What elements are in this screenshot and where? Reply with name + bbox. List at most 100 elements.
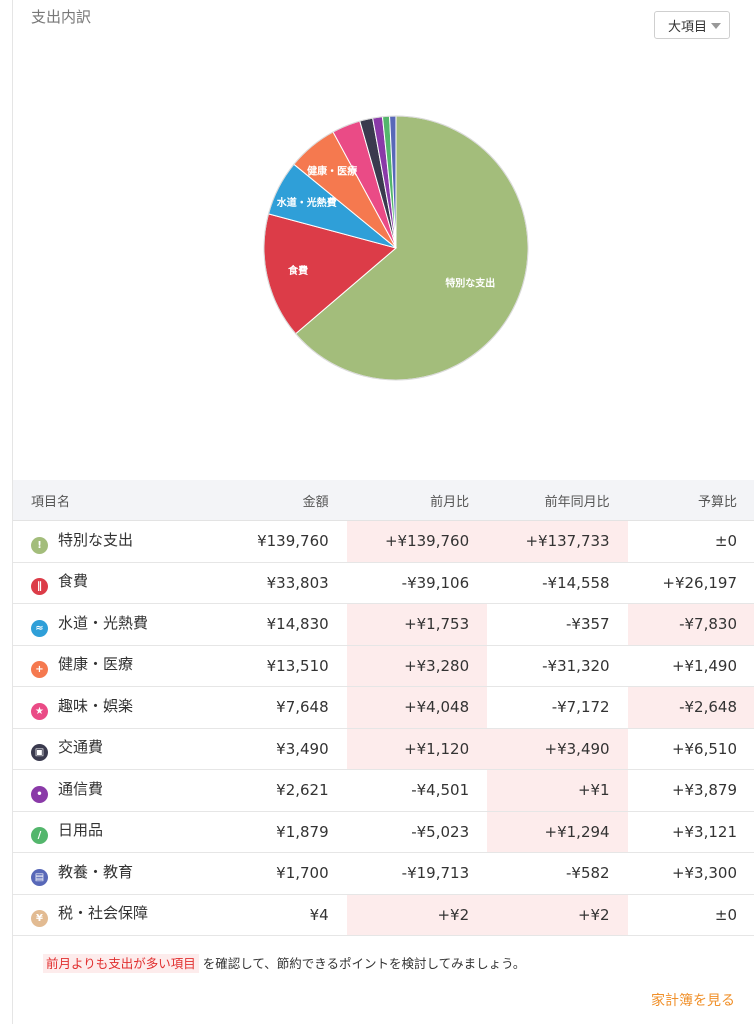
budget-cell: +¥6,510 (627, 728, 754, 770)
category-name-cell: ▤ 教養・教育 (13, 852, 224, 895)
pie-slice-label: 水道・光熱費 (276, 196, 337, 209)
category-level-value: 大項目 (668, 19, 708, 35)
prev-month-cell: +¥4,048 (346, 686, 488, 729)
budget-cell: ±0 (627, 894, 754, 936)
category-name: 教養・教育 (58, 862, 134, 881)
budget-cell: ±0 (627, 520, 754, 563)
column-header-prev-year[interactable]: 前年同月比 (487, 480, 628, 521)
prev-year-cell: +¥3,490 (487, 728, 628, 770)
category-name: 健康・医療 (58, 655, 134, 674)
expense-breakdown-panel: 支出内訳 大項目 特別な支出 食費 水道・光熱費 健康・医療 項目名 金額 前月比 前… (12, 0, 754, 1024)
category-name: 通信費 (58, 779, 104, 798)
column-header-name[interactable]: 項目名 (13, 480, 224, 521)
table-header-row: 項目名 金額 前月比 前年同月比 予算比 (13, 480, 754, 521)
saving-tip: 前月よりも支出が多い項目 を確認して、節約できるポイントを検討してみましょう。 (43, 953, 526, 973)
column-header-prev-month[interactable]: 前月比 (346, 480, 488, 521)
medical-cross-icon: + (31, 661, 48, 679)
amount-cell: ¥139,760 (223, 520, 347, 563)
amount-cell: ¥2,621 (223, 769, 347, 812)
budget-cell: -¥2,648 (627, 686, 754, 729)
table-row[interactable]: ≈ 水道・光熱費 ¥14,830 +¥1,753 -¥357 -¥7,830 (13, 603, 754, 646)
prev-year-cell: -¥7,172 (487, 686, 628, 729)
amount-cell: ¥1,879 (223, 811, 347, 853)
category-name-cell: ★ 趣味・娯楽 (13, 686, 224, 729)
prev-year-cell: -¥357 (487, 603, 628, 646)
pie-slice-label: 食費 (287, 264, 308, 277)
category-name: 食費 (58, 572, 89, 591)
prev-year-cell: -¥582 (487, 852, 628, 895)
table-row[interactable]: ¥ 税・社会保障 ¥4 +¥2 +¥2 ±0 (13, 894, 754, 936)
category-name: 税・社会保障 (58, 904, 149, 923)
view-household-book-link[interactable]: 家計簿を見る (651, 993, 735, 1009)
pie-slice-label: 健康・医療 (307, 165, 357, 178)
pie-slice-label: 特別な支出 (445, 276, 495, 289)
tax-icon: ¥ (31, 910, 48, 928)
prev-month-cell: +¥1,120 (346, 728, 488, 770)
budget-cell: +¥26,197 (627, 562, 754, 604)
table-row[interactable]: ★ 趣味・娯楽 ¥7,648 +¥4,048 -¥7,172 -¥2,648 (13, 686, 754, 729)
fork-knife-icon: ∥ (31, 578, 48, 596)
expense-table: 項目名 金額 前月比 前年同月比 予算比 ! 特別な支出 ¥139,760 +¥139… (13, 480, 754, 936)
category-name: 趣味・娯楽 (58, 696, 134, 715)
category-name-cell: ¥ 税・社会保障 (13, 894, 224, 936)
budget-cell: -¥7,830 (627, 603, 754, 646)
category-name: 水道・光熱費 (58, 613, 149, 632)
budget-cell: +¥3,879 (627, 769, 754, 812)
train-icon: ▣ (31, 744, 48, 762)
table-row[interactable]: ▣ 交通費 ¥3,490 +¥1,120 +¥3,490 +¥6,510 (13, 728, 754, 770)
category-name-cell: ∥ 食費 (13, 562, 224, 604)
category-name-cell: ▣ 交通費 (13, 728, 224, 770)
prev-month-cell: +¥1,753 (346, 603, 488, 646)
book-icon: ▤ (31, 868, 48, 886)
amount-cell: ¥14,830 (223, 603, 347, 646)
column-header-budget[interactable]: 予算比 (627, 480, 754, 521)
exclamation-icon: ! (31, 536, 48, 554)
prev-year-cell: +¥137,733 (487, 520, 628, 563)
budget-cell: +¥3,121 (627, 811, 754, 853)
faucet-icon: ≈ (31, 619, 48, 637)
star-icon: ★ (31, 702, 48, 720)
amount-cell: ¥3,490 (223, 728, 347, 770)
column-header-amount[interactable]: 金額 (223, 480, 347, 521)
amount-cell: ¥1,700 (223, 852, 347, 895)
table-row[interactable]: ∥ 食費 ¥33,803 -¥39,106 -¥14,558 +¥26,197 (13, 562, 754, 604)
table-row[interactable]: ! 特別な支出 ¥139,760 +¥139,760 +¥137,733 ±0 (13, 520, 754, 563)
table-row[interactable]: ▤ 教養・教育 ¥1,700 -¥19,713 -¥582 +¥3,300 (13, 852, 754, 895)
category-level-select[interactable]: 大項目 (654, 11, 730, 39)
section-title: 支出内訳 (31, 8, 92, 26)
tip-text: を確認して、節約できるポイントを検討してみましょう。 (198, 956, 526, 971)
prev-year-cell: +¥1,294 (487, 811, 628, 853)
signal-icon: • (31, 785, 48, 803)
category-name-cell: + 健康・医療 (13, 645, 224, 687)
prev-month-cell: +¥2 (346, 894, 488, 936)
prev-month-cell: -¥4,501 (346, 769, 488, 812)
category-name-cell: / 日用品 (13, 811, 224, 853)
chevron-down-icon (711, 23, 721, 29)
prev-month-cell: +¥3,280 (346, 645, 488, 687)
category-name: 特別な支出 (58, 530, 134, 549)
prev-month-cell: +¥139,760 (346, 520, 488, 563)
tip-highlight: 前月よりも支出が多い項目 (43, 954, 199, 973)
amount-cell: ¥4 (223, 894, 347, 936)
table-row[interactable]: • 通信費 ¥2,621 -¥4,501 +¥1 +¥3,879 (13, 769, 754, 812)
category-name: 交通費 (58, 738, 104, 757)
amount-cell: ¥7,648 (223, 686, 347, 729)
budget-cell: +¥3,300 (627, 852, 754, 895)
prev-year-cell: +¥1 (487, 769, 628, 812)
amount-cell: ¥13,510 (223, 645, 347, 687)
budget-cell: +¥1,490 (627, 645, 754, 687)
prev-year-cell: +¥2 (487, 894, 628, 936)
pie-outline (263, 115, 529, 381)
category-name: 日用品 (58, 821, 104, 840)
prev-month-cell: -¥5,023 (346, 811, 488, 853)
prev-month-cell: -¥19,713 (346, 852, 488, 895)
amount-cell: ¥33,803 (223, 562, 347, 604)
prev-year-cell: -¥14,558 (487, 562, 628, 604)
category-name-cell: ! 特別な支出 (13, 520, 224, 563)
table-row[interactable]: + 健康・医療 ¥13,510 +¥3,280 -¥31,320 +¥1,490 (13, 645, 754, 687)
bandage-icon: / (31, 827, 48, 845)
expense-pie-chart: 特別な支出 食費 水道・光熱費 健康・医療 (263, 115, 529, 381)
prev-year-cell: -¥31,320 (487, 645, 628, 687)
prev-month-cell: -¥39,106 (346, 562, 488, 604)
table-row[interactable]: / 日用品 ¥1,879 -¥5,023 +¥1,294 +¥3,121 (13, 811, 754, 853)
